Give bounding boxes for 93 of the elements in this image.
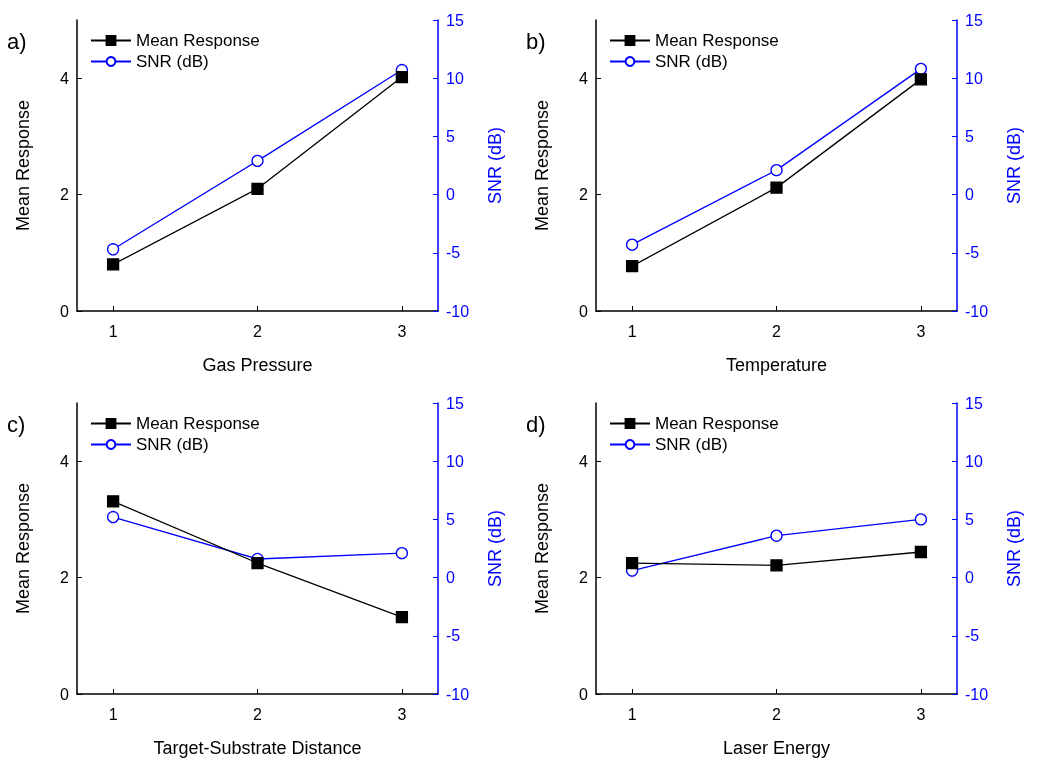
x-tick-label: 1	[108, 322, 118, 340]
x-tick-label: 3	[397, 705, 407, 723]
y2-tick-label: 15	[965, 11, 983, 29]
point	[395, 70, 409, 84]
y-tick-label: 0	[60, 685, 70, 703]
x-tick-label: 2	[772, 322, 782, 340]
y-tick-label: 4	[579, 69, 589, 87]
y2-tick-label: -5	[965, 244, 980, 262]
y-tick-label: 0	[579, 302, 589, 320]
y2-tick-label: -10	[446, 302, 470, 320]
x-axis-title: Target-Substrate Distance	[153, 738, 362, 758]
y2-tick-label: 5	[446, 127, 455, 145]
x-axis-title: Laser Energy	[722, 738, 831, 758]
y2-tick-label: -10	[965, 302, 989, 320]
y2-tick-label: 10	[965, 69, 983, 87]
point	[106, 510, 120, 524]
x-tick-label: 1	[627, 322, 637, 340]
point	[914, 73, 928, 86]
x-tick-label: 2	[253, 705, 263, 723]
y2-tick-label: 10	[965, 452, 983, 470]
y2-tick-label: 5	[965, 127, 974, 145]
y-tick-label: 2	[60, 569, 70, 587]
point	[770, 559, 783, 572]
point	[914, 62, 928, 76]
legend-label: SNR (dB)	[655, 435, 728, 454]
y2-tick-label: 10	[446, 69, 464, 87]
point	[395, 611, 409, 624]
x-tick-label: 1	[108, 705, 118, 723]
point	[770, 164, 783, 177]
y2-tick-label: -5	[446, 244, 461, 262]
y2-tick-label: 0	[965, 186, 974, 204]
y2-tick-label: 15	[446, 11, 464, 29]
y2-tick-label: 0	[446, 569, 455, 587]
point	[770, 181, 783, 194]
y-tick-label: 4	[579, 452, 589, 470]
legend-label: SNR (dB)	[136, 435, 209, 454]
y-tick-label: 0	[579, 685, 589, 703]
legend-label: Mean Response	[655, 31, 779, 50]
point	[251, 182, 264, 195]
point	[106, 258, 120, 271]
y2-tick-label: -10	[965, 685, 989, 703]
y2-tick-label: -5	[965, 627, 980, 645]
y-axis-title: Mean Response	[532, 99, 552, 232]
y-axis-title: Mean Response	[532, 482, 552, 615]
point	[251, 556, 264, 570]
y-tick-label: 0	[60, 302, 70, 320]
point	[914, 545, 928, 559]
point	[625, 556, 639, 570]
point	[914, 513, 928, 526]
point	[770, 529, 783, 542]
point	[251, 154, 264, 167]
point	[625, 260, 639, 273]
legend-label: Mean Response	[136, 31, 260, 50]
y2-tick-label: -10	[446, 685, 470, 703]
x-tick-label: 3	[397, 322, 407, 340]
x-tick-label: 2	[772, 705, 782, 723]
y-tick-label: 4	[60, 452, 70, 470]
x-axis-title: Temperature	[725, 355, 828, 375]
x-tick-label: 2	[253, 322, 263, 340]
chart-title: b)	[526, 28, 546, 54]
chart-title: c)	[7, 411, 26, 437]
legend-label: SNR (dB)	[136, 52, 209, 71]
y-axis-title: Mean Response	[13, 99, 33, 232]
point	[625, 238, 639, 251]
y2-tick-label: 0	[446, 186, 455, 204]
x-tick-label: 3	[916, 322, 926, 340]
y2-tick-label: 0	[965, 569, 974, 587]
legend-label: Mean Response	[136, 414, 260, 433]
y2-axis-title: SNR (dB)	[485, 126, 505, 205]
y-tick-label: 2	[579, 186, 589, 204]
y-axis-title: Mean Response	[13, 482, 33, 615]
y2-tick-label: 5	[965, 510, 974, 528]
x-axis-title: Gas Pressure	[202, 355, 313, 375]
y2-axis-title: SNR (dB)	[1004, 509, 1024, 588]
x-tick-label: 1	[627, 705, 637, 723]
point	[395, 547, 409, 560]
y2-tick-label: 15	[965, 394, 983, 412]
legend-label: SNR (dB)	[655, 52, 728, 71]
y-tick-label: 2	[579, 569, 589, 587]
point	[106, 243, 120, 256]
chart-title: a)	[7, 28, 27, 54]
y2-tick-label: 15	[446, 394, 464, 412]
y2-axis-title: SNR (dB)	[1004, 126, 1024, 205]
y-tick-label: 4	[60, 69, 70, 87]
y2-tick-label: 5	[446, 510, 455, 528]
chart-title: d)	[526, 411, 546, 437]
point	[106, 495, 120, 508]
y2-tick-label: 10	[446, 452, 464, 470]
y-tick-label: 2	[60, 186, 70, 204]
y2-tick-label: -5	[446, 627, 461, 645]
legend-label: Mean Response	[655, 414, 779, 433]
x-tick-label: 3	[916, 705, 926, 723]
y2-axis-title: SNR (dB)	[485, 509, 505, 588]
